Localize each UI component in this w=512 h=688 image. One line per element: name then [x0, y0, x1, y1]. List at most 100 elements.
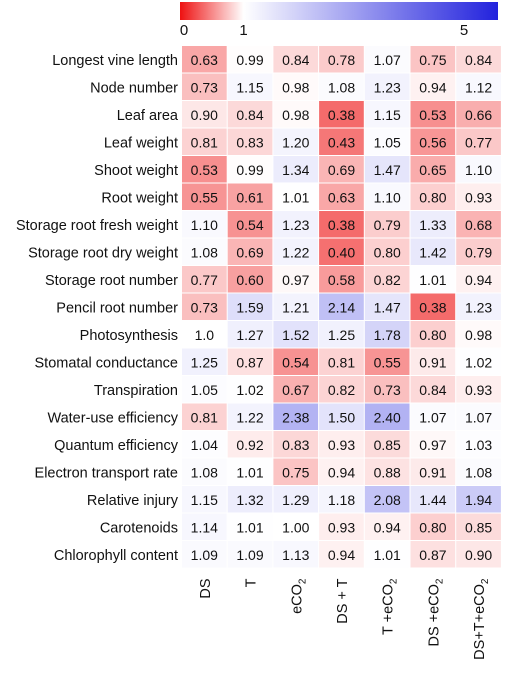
cell-value-label: 1.47	[374, 299, 401, 315]
cell-value-label: 0.84	[465, 52, 492, 68]
cell-value-label: 0.87	[419, 547, 446, 563]
heatmap-cell	[182, 211, 227, 238]
heatmap-cell	[227, 238, 273, 265]
color-legend: 0 1 5	[180, 2, 498, 39]
cell-value-label: 0.53	[419, 107, 446, 123]
heatmap-cell	[364, 541, 410, 568]
cell-value-label: 0.54	[282, 354, 309, 370]
cell-value-label: 0.93	[328, 437, 355, 453]
cell-value-label: 1.23	[282, 217, 309, 233]
cell-value-label: 0.43	[328, 134, 355, 150]
heatmap-cell	[227, 101, 273, 128]
cell-value-label: 0.80	[419, 519, 446, 535]
heatmap-cell	[456, 266, 501, 293]
cell-value-label: 1.94	[465, 492, 492, 508]
cell-value-label: 1.33	[419, 217, 446, 233]
heatmap-cell	[227, 486, 273, 513]
heatmap-cell	[227, 293, 273, 320]
column-label-subscript: 2	[434, 578, 445, 584]
cell-value-label: 0.38	[419, 299, 446, 315]
heatmap-cell	[273, 238, 319, 265]
heatmap-cell	[182, 541, 227, 568]
cell-value-label: 2.38	[282, 409, 309, 425]
row-label: Quantum efficiency	[54, 438, 179, 454]
cell-value-label: 0.93	[465, 382, 492, 398]
heatmap-cell	[456, 293, 501, 320]
heatmap-cell	[227, 183, 273, 210]
heatmap-cell	[182, 403, 227, 430]
heatmap-cell	[364, 211, 410, 238]
heatmap-cell	[182, 348, 227, 375]
heatmap-cell	[182, 183, 227, 210]
heatmap-cell	[456, 541, 501, 568]
cell-value-label: 1.44	[419, 492, 446, 508]
cell-value-label: 1.21	[282, 299, 309, 315]
cell-value-label: 0.73	[374, 382, 401, 398]
heatmap-cell	[456, 431, 501, 458]
row-label: Leaf area	[117, 108, 179, 124]
cell-value-label: 0.61	[236, 189, 263, 205]
cell-value-label: 1.25	[328, 327, 355, 343]
cell-value-label: 0.56	[419, 134, 446, 150]
heatmap-cell	[456, 46, 501, 73]
heatmap-cell	[319, 101, 364, 128]
cell-value-label: 0.55	[191, 189, 218, 205]
cell-value-label: 0.84	[236, 107, 263, 123]
heatmap-cell	[319, 266, 364, 293]
column-label: T +eCO2	[381, 578, 400, 635]
heatmap-cell	[182, 458, 227, 485]
cell-value-label: 0.40	[328, 244, 355, 260]
row-label: Storage root dry weight	[28, 245, 178, 261]
heatmap-cell	[227, 458, 273, 485]
heatmap-cell	[410, 348, 456, 375]
cell-value-label: 0.77	[191, 272, 218, 288]
heatmap-cell	[319, 431, 364, 458]
row-label: Storage root fresh weight	[16, 218, 178, 234]
heatmap-cell	[182, 293, 227, 320]
cell-value-label: 0.93	[328, 519, 355, 535]
row-label: Photosynthesis	[80, 328, 178, 344]
heatmap-cell	[364, 128, 410, 155]
cell-value-label: 0.83	[236, 134, 263, 150]
heatmap-cell	[364, 513, 410, 540]
column-label-subscript: 2	[297, 578, 308, 584]
row-label: Node number	[90, 80, 178, 96]
cell-value-label: 1.09	[236, 547, 263, 563]
cell-value-label: 0.69	[236, 244, 263, 260]
heatmap-cell	[319, 541, 364, 568]
cell-value-label: 1.29	[282, 492, 309, 508]
heatmap-cell	[227, 541, 273, 568]
heatmap-cell	[273, 128, 319, 155]
heatmap-cell	[364, 183, 410, 210]
cell-value-label: 1.01	[236, 464, 263, 480]
cell-value-label: 1.32	[236, 492, 263, 508]
heatmap-cell	[227, 513, 273, 540]
row-label: Pencil root number	[56, 300, 178, 316]
heatmap-cell	[182, 101, 227, 128]
heatmap-cell	[182, 513, 227, 540]
heatmap-cell	[410, 486, 456, 513]
heatmap-cell	[456, 376, 501, 403]
heatmap-cell	[410, 183, 456, 210]
heatmap-cell	[410, 513, 456, 540]
heatmap-cell	[410, 541, 456, 568]
row-label: Relative injury	[87, 493, 179, 509]
heatmap-cell	[410, 431, 456, 458]
cell-value-label: 1.07	[419, 409, 446, 425]
cell-value-label: 0.94	[465, 272, 492, 288]
heatmap-cell	[456, 183, 501, 210]
heatmap-cell	[410, 238, 456, 265]
heatmap-cell	[364, 321, 410, 348]
column-label: DS+T+eCO2	[472, 578, 491, 660]
cell-value-label: 1.34	[282, 162, 309, 178]
cell-value-label: 0.73	[191, 299, 218, 315]
cell-value-label: 0.75	[282, 464, 309, 480]
heatmap-cell	[456, 101, 501, 128]
cell-value-label: 1.10	[374, 189, 401, 205]
cell-value-label: 0.58	[328, 272, 355, 288]
cell-value-label: 0.67	[282, 382, 309, 398]
heatmap-cell	[227, 73, 273, 100]
heatmap-cell	[456, 156, 501, 183]
row-label: Stomatal conductance	[35, 355, 178, 371]
